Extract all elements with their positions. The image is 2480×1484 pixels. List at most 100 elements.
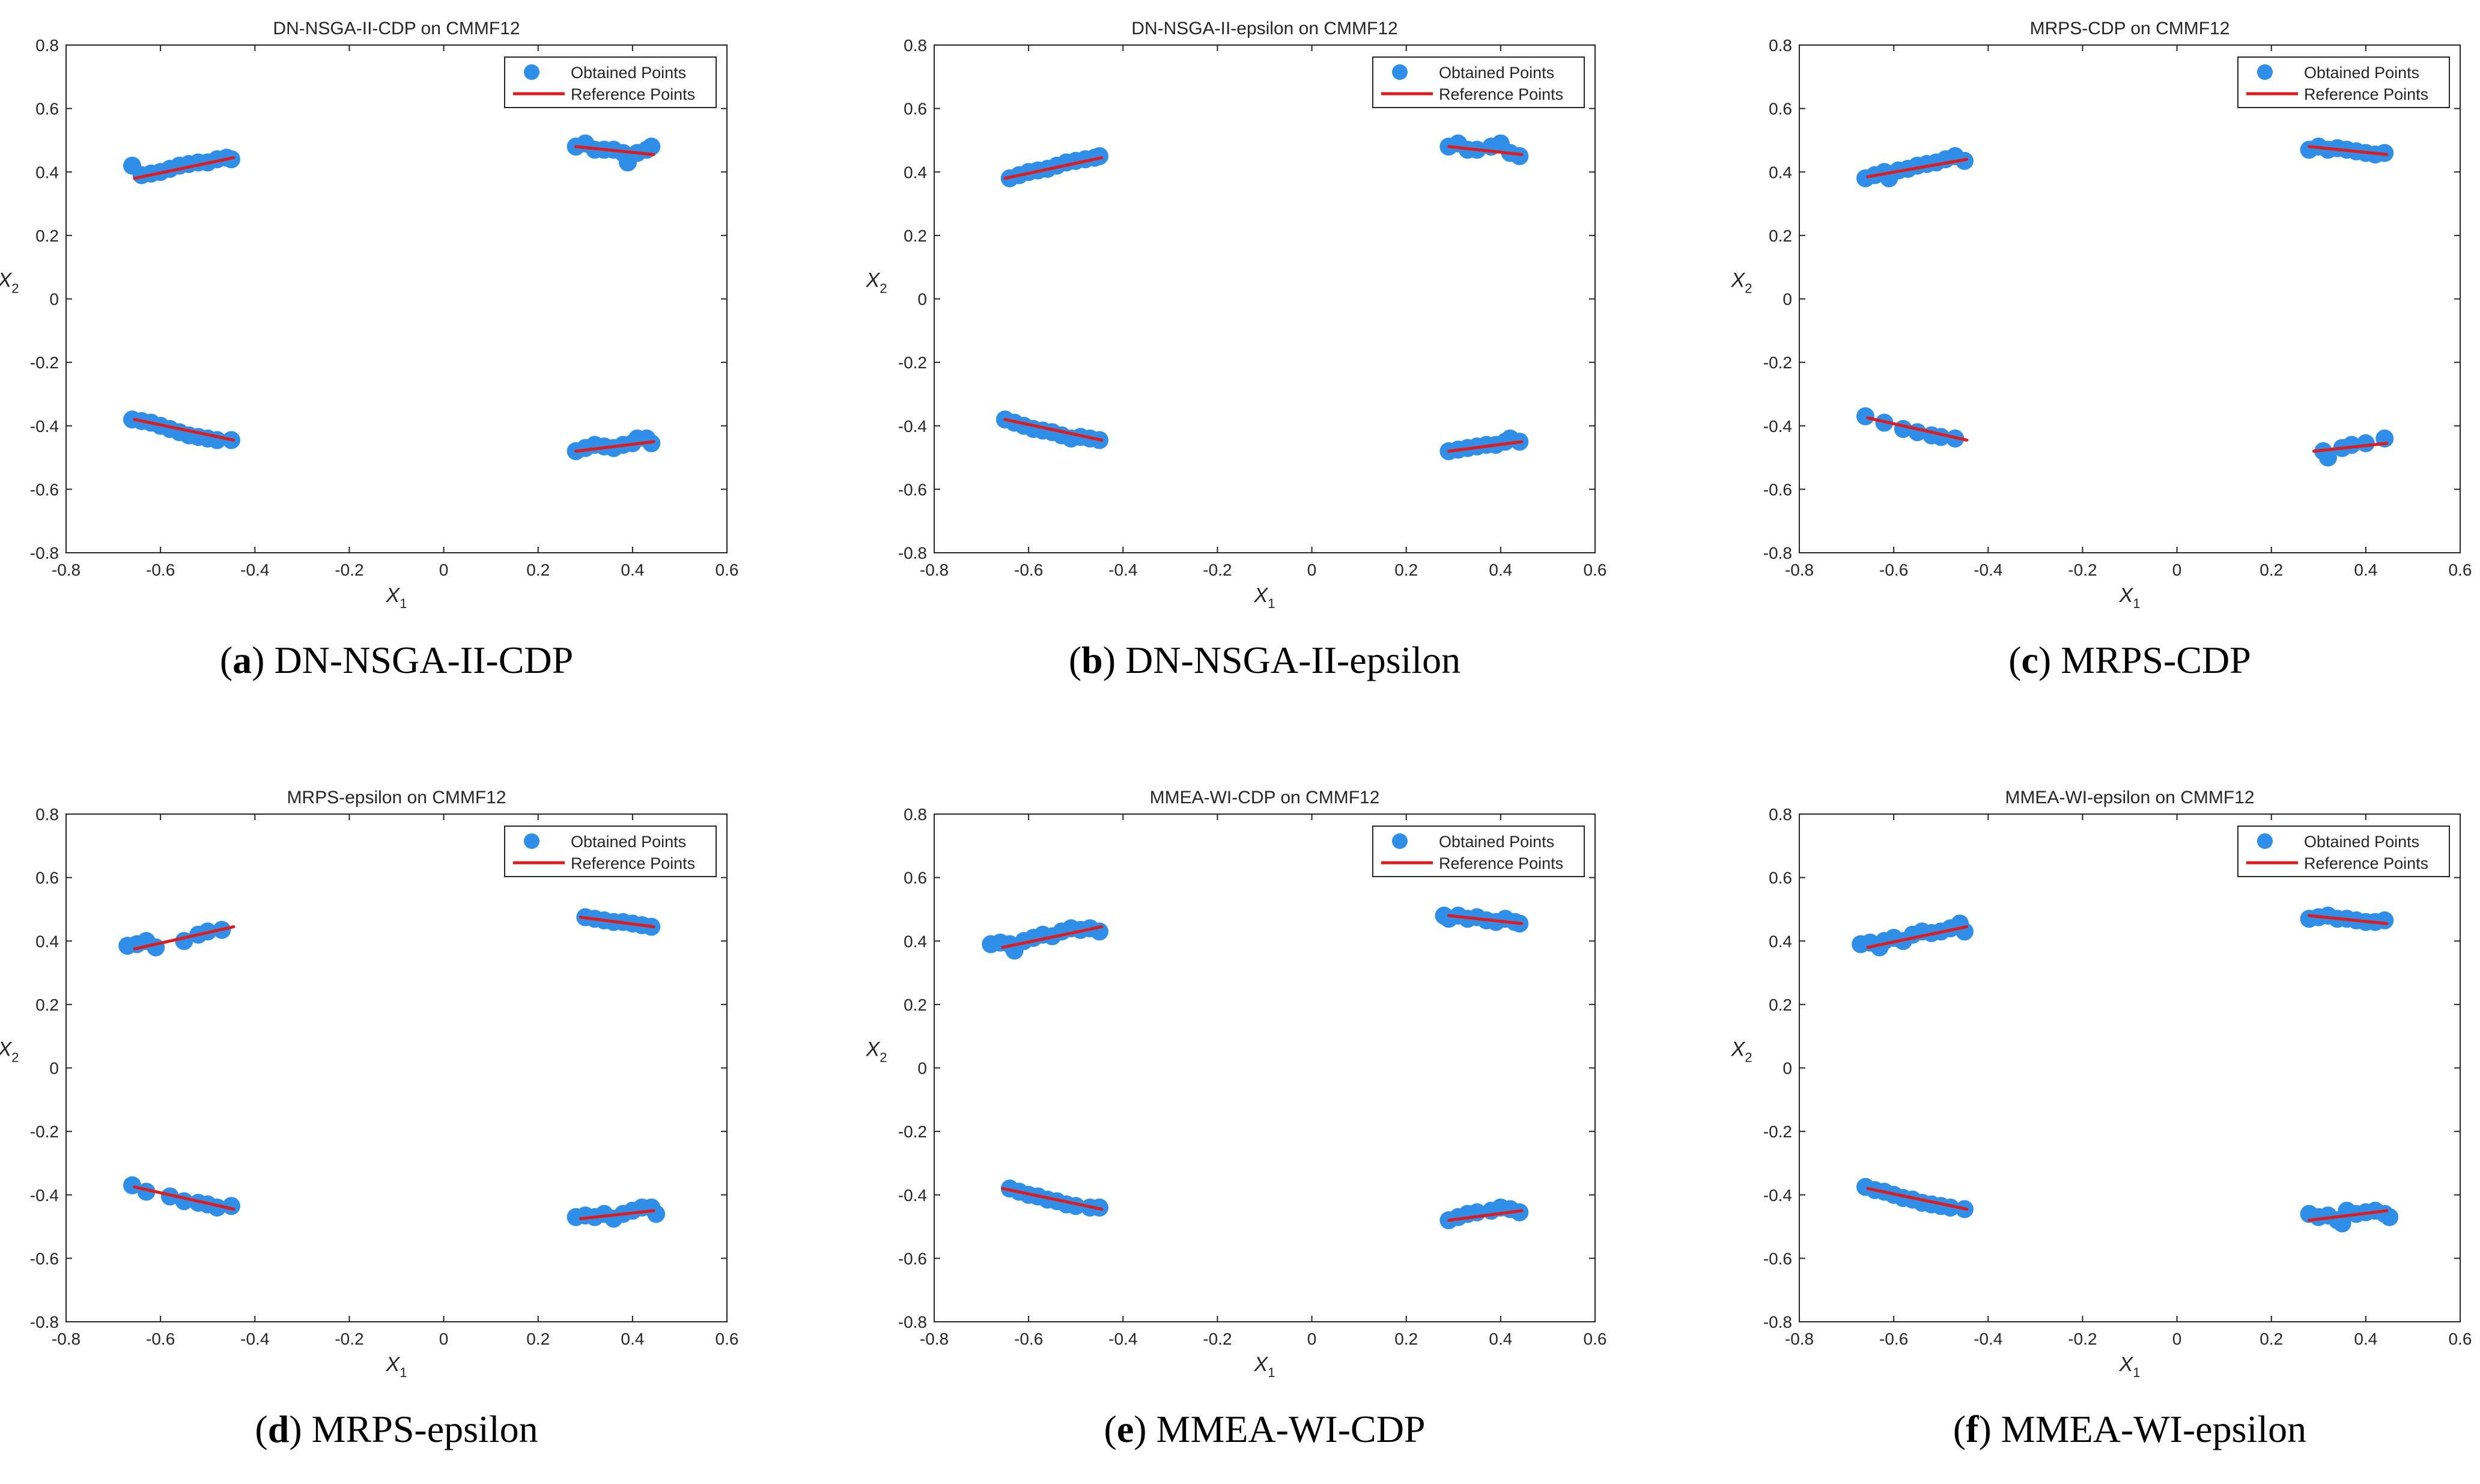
- axes-box: [1799, 44, 2461, 553]
- obtained-point: [1510, 147, 1529, 165]
- legend-obtained-label: Obtained Points: [2304, 64, 2419, 82]
- x-tick-label: 0.2: [1394, 561, 1418, 579]
- x-tick-label: 0.4: [2354, 1330, 2377, 1348]
- obtained-points-series: [118, 908, 666, 1228]
- y-tick-label: -0.2: [1763, 353, 1792, 372]
- obtained-points-series: [982, 907, 1529, 1229]
- legend-box: [1372, 826, 1585, 877]
- x-tick-label: -0.8: [920, 1330, 949, 1348]
- x-tick-label: -0.2: [335, 1330, 363, 1348]
- chart-title: MRPS-CDP on CMMF12: [2030, 19, 2230, 38]
- x-tick-label: -0.8: [52, 561, 81, 579]
- legend-obtained-label: Obtained Points: [571, 64, 686, 82]
- x-tick-label: -0.2: [2068, 561, 2097, 579]
- y-tick-label: -0.6: [1763, 1249, 1792, 1268]
- x-tick-label: 0.6: [2449, 561, 2472, 579]
- x-tick-label: -0.4: [240, 1330, 269, 1348]
- obtained-points-series: [1856, 138, 2394, 467]
- reference-segment: [1001, 1187, 1104, 1211]
- reference-segment: [133, 156, 236, 180]
- obtained-point: [1090, 922, 1108, 941]
- y-tick-label: 0.8: [1769, 805, 1792, 824]
- y-tick-label: -0.2: [898, 353, 927, 372]
- x-axis-label: X1: [2119, 1353, 2141, 1380]
- x-tick-label: 0: [2172, 1330, 2182, 1348]
- reference-segment: [1001, 925, 1104, 949]
- reference-points-series: [1003, 145, 1524, 453]
- y-tick-label: 0.6: [1769, 869, 1792, 887]
- y-tick-label: -0.4: [898, 1186, 927, 1205]
- legend-obtained-marker: [2257, 64, 2273, 80]
- chart-panel-d: MRPS-epsilon on CMMF12 -0.8 -0.6 -0.4 -0.2 0 0…: [0, 788, 738, 1450]
- chart-title: DN-NSGA-II-CDP on CMMF12: [273, 19, 520, 38]
- y-tick-label: 0.8: [904, 36, 927, 55]
- obtained-points-series: [1852, 907, 2399, 1233]
- chart-panel-f: MMEA-WI-epsilon on CMMF12 -0.8 -0.6 -0.4 -0.…: [1731, 788, 2472, 1450]
- x-tick-label: -0.2: [1203, 1330, 1232, 1348]
- legend-reference-label: Reference Points: [2304, 85, 2428, 103]
- x-tick-label: 0.4: [621, 561, 644, 579]
- x-tick-label: -0.2: [335, 561, 363, 579]
- reference-segment: [2308, 145, 2389, 156]
- x-tick-label: 0.2: [526, 561, 550, 579]
- axes-box: [934, 44, 1596, 553]
- subfigure-caption: (f) MMEA-WI-epsilon: [1953, 1408, 2306, 1450]
- obtained-point: [160, 1187, 179, 1206]
- y-tick-label: -0.4: [30, 417, 59, 436]
- y-tick-label: -0.8: [1763, 1313, 1792, 1331]
- obtained-point: [642, 138, 661, 156]
- y-tick-label: -0.2: [1763, 1122, 1792, 1141]
- axes-box: [65, 44, 728, 553]
- y-tick-label: 0.4: [1769, 932, 1792, 950]
- y-axis-label: X2: [0, 269, 19, 296]
- x-tick-label: 0.4: [621, 1330, 644, 1348]
- subfigure-caption: (e) MMEA-WI-CDP: [1104, 1408, 1426, 1450]
- y-tick-label: 0.2: [1769, 227, 1792, 245]
- reference-segment: [2312, 442, 2389, 453]
- x-tick-label: 0.6: [716, 561, 739, 579]
- legend: Obtained Points Reference Points: [504, 826, 717, 877]
- reference-segment: [1866, 157, 1969, 178]
- y-tick-label: 0: [917, 290, 927, 309]
- x-tick-label: -0.8: [52, 1330, 81, 1348]
- legend-obtained-marker: [524, 833, 539, 849]
- obtained-point: [2375, 911, 2394, 929]
- x-tick-label: 0.6: [1584, 561, 1607, 579]
- reference-segment: [1447, 440, 1524, 453]
- y-tick-label: 0.8: [35, 36, 59, 55]
- reference-segment: [133, 418, 236, 442]
- legend-reference-label: Reference Points: [1439, 85, 1563, 103]
- y-tick-label: 0: [49, 290, 59, 309]
- y-tick-label: 0.4: [35, 163, 59, 181]
- y-tick-label: -0.6: [30, 480, 59, 499]
- reference-segment: [133, 1185, 236, 1211]
- chart-title: MMEA-WI-epsilon on CMMF12: [2005, 788, 2254, 807]
- x-axis-label: X1: [1254, 584, 1275, 611]
- x-tick-label: 0: [439, 1330, 449, 1348]
- reference-segment: [579, 1209, 655, 1220]
- reference-segment: [1866, 925, 1969, 949]
- reference-segment: [574, 440, 655, 453]
- y-tick-label: -0.4: [1763, 417, 1792, 436]
- x-tick-label: -0.2: [1203, 561, 1232, 579]
- y-axis-label: X2: [1731, 1038, 1752, 1065]
- x-tick-label: 0: [1307, 561, 1317, 579]
- x-axis-label: X1: [386, 1353, 407, 1380]
- reference-segment: [1866, 416, 1969, 442]
- x-axis-label: X1: [2119, 584, 2141, 611]
- chart-panel-c: MRPS-CDP on CMMF12 -0.8 -0.6 -0.4 -0.2 0 0.2 0.…: [1731, 19, 2472, 681]
- obtained-point: [2342, 436, 2361, 454]
- obtained-point: [123, 1176, 141, 1194]
- obtained-points-series: [995, 134, 1529, 460]
- y-tick-label: 0.8: [35, 805, 59, 824]
- y-axis-label: X2: [0, 1038, 19, 1065]
- legend-reference-label: Reference Points: [571, 85, 695, 103]
- y-tick-label: 0.2: [904, 996, 927, 1014]
- y-tick-label: 0.8: [1769, 36, 1792, 55]
- obtained-points-series: [123, 134, 661, 460]
- reference-points-series: [133, 145, 655, 453]
- y-tick-label: 0.4: [904, 163, 927, 181]
- obtained-point: [1941, 1198, 1960, 1217]
- x-tick-label: 0.2: [1394, 1330, 1418, 1348]
